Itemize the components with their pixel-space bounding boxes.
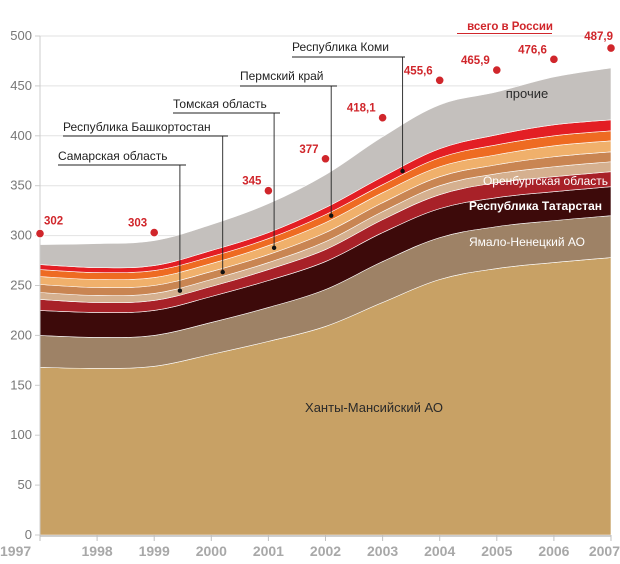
callout-line	[240, 85, 337, 216]
region-callout-label: Республика Коми	[292, 40, 389, 54]
y-tick-label: 50	[18, 477, 32, 492]
callout-dot	[329, 213, 334, 218]
callout-line	[173, 112, 280, 248]
y-tick-label: 100	[10, 427, 32, 442]
y-tick-label: 500	[10, 28, 32, 43]
total-dot	[377, 112, 388, 123]
total-markers: 302 303 345 377 418,1 455,6 465,9 476,6 487,9	[35, 31, 616, 239]
y-tick-label: 300	[10, 228, 32, 243]
total-value-label: 487,9	[584, 31, 613, 43]
y-tick-label: 450	[10, 78, 32, 93]
total-value-label: 465,9	[461, 55, 490, 67]
y-tick-label: 350	[10, 178, 32, 193]
callout-dot	[177, 288, 183, 293]
region-callout-label: Томская область	[173, 97, 267, 111]
total-title: всего в России	[467, 21, 553, 33]
x-tick-label: 2005	[481, 543, 512, 559]
x-tick-label: 2003	[367, 543, 398, 559]
region-callout-label: Пермский край	[240, 69, 324, 83]
area-label: Республика Татарстан	[469, 199, 602, 213]
x-axis: 1997 1998 1999 2000 2001 2002 2003 2004 2005 2006…	[0, 535, 620, 559]
area-labels: прочие Оренбургская область Республика Тат…	[305, 86, 608, 415]
y-tick-label: 150	[10, 377, 32, 392]
total-value-label: 302	[44, 216, 63, 228]
total-value-label: 303	[128, 218, 147, 230]
y-tick-label: 200	[10, 327, 32, 342]
total-value-label: 455,6	[404, 65, 433, 77]
total-value-label: 418,1	[347, 103, 376, 115]
series-areas	[39, 67, 612, 536]
callouts: Самарская область Республика Башкортостан…	[58, 40, 405, 293]
x-tick-label: 1998	[82, 543, 113, 559]
total-dot	[320, 153, 331, 164]
x-tick-label: 2004	[424, 543, 455, 559]
x-tick-label: 1997	[0, 543, 31, 559]
area-10	[39, 67, 612, 269]
region-callout-label: Республика Башкортостан	[63, 120, 211, 134]
area-label: прочие	[506, 86, 548, 101]
region-callout-label: Самарская область	[58, 149, 168, 163]
area-label: Ханты-Мансийский АО	[305, 400, 443, 415]
y-tick-label: 400	[10, 128, 32, 143]
callout-dot	[400, 168, 405, 174]
x-tick-label: 2001	[253, 543, 284, 559]
x-tick-label: 2006	[538, 543, 569, 559]
total-value-label: 345	[242, 176, 262, 188]
y-axis: 0 50 100 150 200 250 300 350 400 450 500	[10, 28, 41, 542]
total-value-label: 377	[299, 144, 318, 156]
total-value-label: 476,6	[518, 44, 547, 56]
callout-dot	[271, 245, 277, 251]
area-label: Ямало-Ненецкий АО	[469, 235, 585, 249]
area-label: Оренбургская область	[483, 174, 608, 188]
callout-line	[58, 164, 186, 291]
y-tick-label: 0	[25, 527, 32, 542]
total-dot	[492, 65, 502, 75]
callout-dot	[220, 269, 225, 275]
total-dot	[549, 54, 559, 65]
x-tick-label: 2000	[196, 543, 227, 559]
total-dot	[434, 75, 445, 86]
total-dot	[149, 227, 159, 238]
callout-line	[292, 56, 405, 172]
x-tick-label: 2002	[310, 543, 341, 559]
total-dot	[606, 43, 616, 53]
total-dot	[35, 228, 45, 239]
x-tick-label: 2007	[589, 543, 620, 559]
callout-line	[63, 135, 228, 273]
x-tick-label: 1999	[139, 543, 170, 559]
y-tick-label: 250	[10, 278, 32, 293]
total-dot	[263, 185, 274, 196]
